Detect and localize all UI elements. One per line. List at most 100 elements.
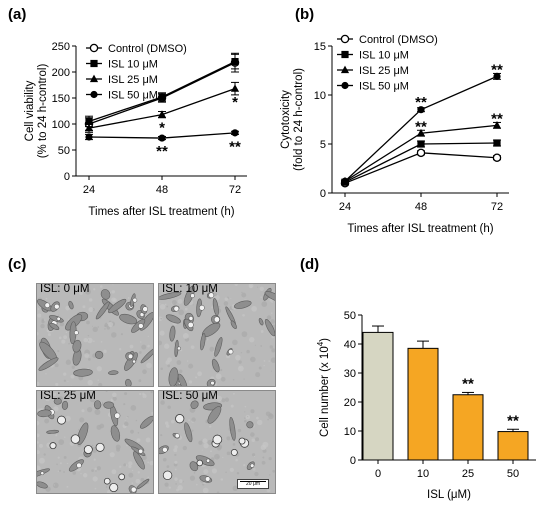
background-speckle — [64, 436, 66, 438]
background-speckle — [37, 308, 40, 310]
x-axis-label: Times after ISL treatment (h) — [347, 223, 493, 235]
significance-label: ** — [491, 62, 503, 79]
series — [85, 129, 239, 142]
cell-highlight — [205, 476, 211, 482]
background-speckle — [270, 319, 275, 324]
y-tick-label: 150 — [52, 93, 70, 105]
background-speckle — [45, 297, 48, 300]
micrograph-isl-50: ISL: 50 μM 20 μm — [158, 390, 276, 494]
bar — [497, 431, 529, 461]
background-speckle — [232, 339, 238, 346]
background-speckle — [238, 360, 242, 364]
background-speckle — [268, 456, 272, 461]
background-speckle — [82, 305, 86, 309]
cell — [190, 400, 199, 409]
background-speckle — [174, 391, 178, 394]
background-speckle — [140, 341, 142, 343]
background-speckle — [164, 482, 169, 487]
micrograph-label-isl-0: ISL: 0 μM — [40, 283, 90, 295]
y-tick-label: 0 — [350, 455, 356, 467]
background-speckle — [270, 370, 272, 372]
background-speckle — [104, 328, 106, 330]
background-speckle — [203, 469, 209, 475]
cell — [37, 409, 52, 418]
background-speckle — [255, 437, 260, 442]
background-speckle — [209, 425, 212, 428]
x-tick-label: 72 — [229, 184, 241, 196]
cell — [68, 300, 74, 310]
background-speckle — [97, 326, 100, 328]
legend-marker — [89, 43, 99, 53]
background-speckle — [218, 433, 221, 436]
background-speckle — [210, 396, 214, 400]
background-speckle — [88, 298, 93, 302]
data-point — [417, 140, 425, 148]
cell-highlight — [190, 293, 195, 299]
background-speckle — [232, 485, 238, 492]
background-speckle — [56, 463, 58, 466]
data-point — [85, 133, 93, 141]
cell — [119, 313, 138, 325]
background-speckle — [252, 467, 256, 471]
background-speckle — [82, 473, 88, 478]
cell-highlight — [40, 471, 45, 476]
y-axis-label-line2: (% to 24 h-control) — [37, 64, 49, 159]
background-speckle — [145, 437, 151, 443]
background-speckle — [260, 330, 264, 333]
background-speckle — [188, 380, 193, 384]
rounded-cell — [230, 448, 238, 456]
rounded-cell — [95, 442, 105, 452]
background-speckle — [178, 309, 185, 316]
rounded-cell — [57, 415, 66, 425]
background-speckle — [38, 457, 45, 464]
background-speckle — [271, 348, 275, 353]
background-speckle — [47, 333, 51, 337]
background-speckle — [79, 417, 85, 423]
rounded-cell — [238, 437, 246, 445]
background-speckle — [87, 339, 89, 341]
background-speckle — [226, 451, 231, 456]
background-speckle — [211, 306, 214, 309]
background-speckle — [131, 469, 134, 471]
rounded-cell — [83, 445, 93, 455]
background-speckle — [212, 356, 216, 360]
background-speckle — [190, 345, 195, 350]
background-speckle — [268, 360, 270, 362]
y-axis-label-superscript: 4 — [316, 341, 325, 346]
background-speckle — [38, 443, 43, 448]
background-speckle — [244, 417, 246, 419]
background-speckle — [63, 379, 66, 382]
background-speckle — [237, 365, 244, 372]
cell — [200, 333, 206, 351]
cell — [139, 415, 153, 429]
background-speckle — [208, 290, 210, 292]
background-speckle — [202, 438, 208, 444]
background-speckle — [151, 411, 153, 415]
background-speckle — [175, 395, 178, 398]
background-speckle — [177, 485, 183, 491]
legend-marker — [341, 50, 349, 59]
background-speckle — [198, 284, 201, 288]
cell-highlight — [250, 463, 255, 468]
bar — [407, 347, 439, 461]
cell — [234, 300, 252, 309]
cell-highlight — [127, 353, 134, 359]
data-point — [158, 93, 166, 101]
background-speckle — [260, 296, 262, 298]
rounded-cell — [175, 414, 185, 424]
data-point — [231, 58, 239, 66]
x-tick-label: 72 — [491, 201, 503, 213]
background-speckle — [65, 305, 70, 311]
background-speckle — [52, 482, 59, 489]
background-speckle — [95, 470, 97, 472]
background-speckle — [83, 337, 88, 343]
micrograph-cells-isl-25 — [37, 391, 153, 493]
cell — [136, 478, 150, 490]
background-speckle — [250, 409, 255, 414]
background-speckle — [229, 467, 234, 473]
background-speckle — [135, 478, 141, 484]
cell-highlight — [76, 462, 82, 469]
cell — [72, 339, 82, 353]
x-tick-label: 0 — [375, 468, 381, 480]
chart-a-cell-viability: 0 50 100 150 200 250 24 48 72 Times after ISL tre… — [24, 41, 247, 218]
